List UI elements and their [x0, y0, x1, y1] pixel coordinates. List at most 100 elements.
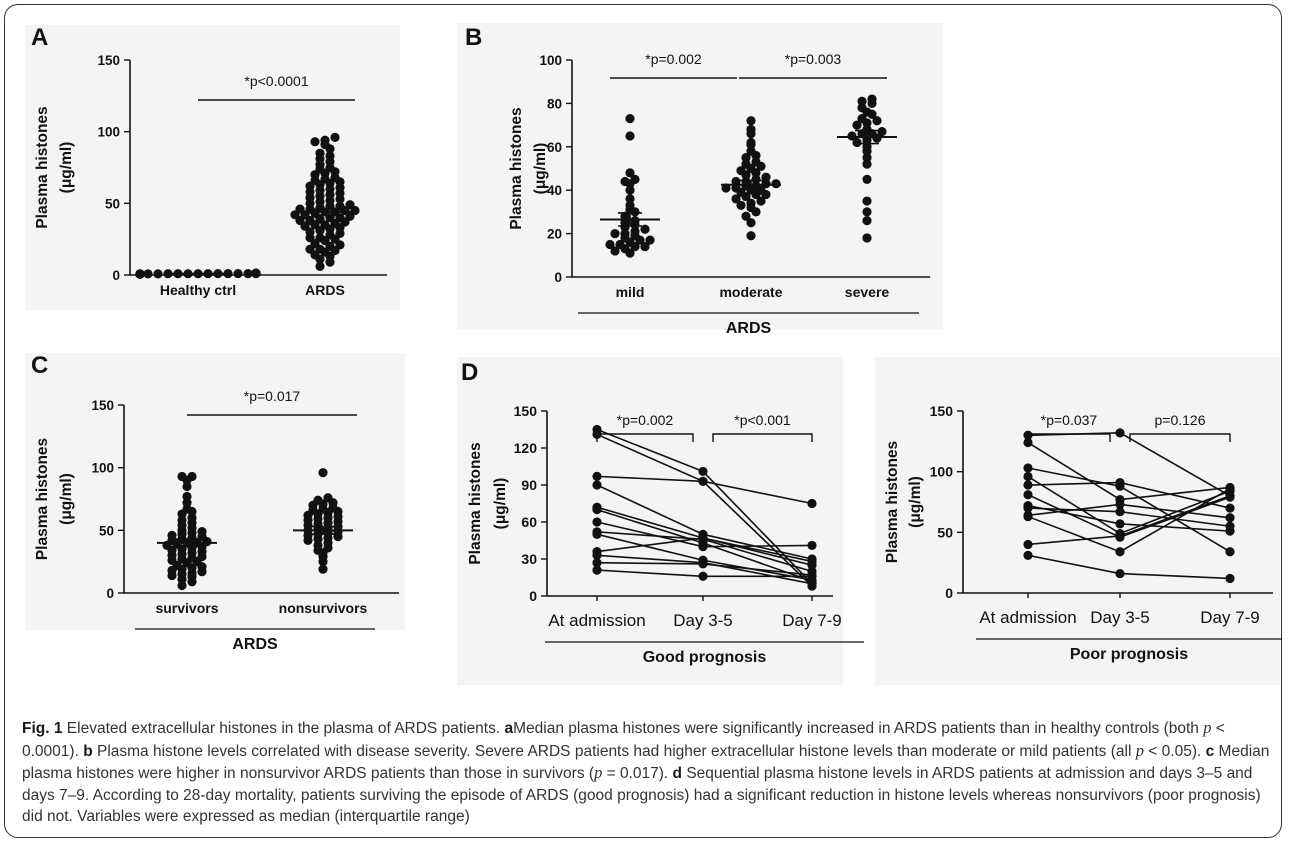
panel-4-point: [698, 559, 708, 569]
panel-1-y-tick-label: 100: [97, 125, 120, 140]
panel-5-x-tick-label: Day 3-5: [1090, 608, 1150, 627]
panel-2-point: [862, 215, 872, 226]
panel-4-significance-label: *p=0.002: [617, 412, 674, 428]
panel-2-point: [751, 157, 761, 167]
panel-2-point: [731, 194, 741, 204]
panel-1-point: [251, 268, 261, 278]
panel-5-point: [1023, 471, 1033, 482]
panel-2-point: [877, 127, 887, 137]
panel-2-point: [862, 233, 872, 243]
panel-3-x-tick-label: nonsurvivors: [279, 600, 368, 616]
panel-5-point: [1225, 484, 1235, 494]
panel-2-background: [457, 23, 943, 330]
panel-2-point: [625, 194, 635, 204]
panel-4-point: [592, 565, 602, 575]
panel-2-point: [862, 174, 872, 184]
panel-1-point: [330, 132, 340, 142]
panel-1-significance-label: *p<0.0001: [244, 73, 308, 89]
panel-4-y-tick-label: 60: [521, 514, 537, 530]
figure-caption: Fig. 1 Elevated extracellular histones i…: [22, 717, 1272, 828]
panel-2-y-label: Plasma histones: [508, 107, 525, 229]
panel-2-point: [746, 198, 756, 208]
panel-3-point: [197, 526, 207, 537]
caption-title: Elevated extracellular histones in the p…: [66, 720, 501, 737]
panel-5-x-label: Poor prognosis: [1070, 646, 1188, 663]
caption-a-p: p: [1203, 718, 1212, 737]
panel-2-point: [746, 124, 756, 135]
panel-5-significance-bracket: [1027, 433, 1111, 442]
panel-2-point: [862, 124, 872, 135]
panel-2-point: [610, 229, 620, 239]
panel-1-point: [345, 200, 355, 210]
panel-4-y-label-unit: (μg/ml): [492, 478, 509, 530]
panel-2-point: [872, 116, 882, 126]
figure-plots: A 0 50 100 150 Plasma histones (μg/ml) Healthy …: [25, 23, 1282, 685]
panel-3-point: [318, 564, 328, 574]
panel-5-y-label: Plasma histones: [884, 441, 901, 563]
panel-2-point: [630, 226, 640, 237]
panel-2-x-label: ARDS: [726, 320, 772, 337]
caption-b-label: b: [83, 742, 93, 760]
panel-3-y-tick-label: 50: [99, 523, 114, 538]
panel-3-point: [318, 468, 328, 478]
panel-1-point: [320, 135, 330, 145]
panel-5-point: [1225, 503, 1235, 513]
panel-2-significance-label: *p=0.002: [645, 51, 702, 67]
panel-2-point: [741, 153, 751, 163]
panel-1-point: [325, 151, 335, 161]
panel-1-letter: A: [31, 24, 48, 51]
panel-1-y-tick-label: 0: [112, 268, 120, 283]
panel-4-letter: D: [461, 359, 478, 386]
panel-3-point: [323, 493, 333, 503]
panel-2-point: [645, 235, 655, 245]
panel-5-y-label-unit: (μg/ml): [907, 476, 924, 528]
caption-a-p-text: < 0.0001).: [22, 720, 1225, 760]
panel-2-point: [751, 181, 761, 191]
panel-2-point: [862, 142, 872, 152]
panel-1-x-tick-label: ARDS: [305, 282, 345, 298]
panel-5-point: [1023, 539, 1033, 550]
panel-2-point: [746, 218, 756, 228]
panel-3-x-label: ARDS: [232, 636, 278, 653]
caption-a-label: a: [504, 720, 514, 737]
panel-5-background: [875, 357, 1280, 685]
caption-b-p-text: < 0.05).: [1143, 742, 1202, 760]
panel-4-significance-bracket: [712, 433, 813, 442]
panel-5-point: [1115, 499, 1125, 510]
panel-2-y-tick-label: 40: [547, 183, 562, 198]
panel-5-point: [1023, 437, 1033, 448]
figure-frame: A 0 50 100 150 Plasma histones (μg/ml) Healthy …: [4, 4, 1282, 838]
panel-2-significance-label: *p=0.003: [785, 51, 842, 67]
panel-2-y-tick-label: 100: [539, 53, 562, 68]
panel-4-x-tick-label: At admission: [548, 611, 645, 630]
panel-3-y-tick-label: 0: [106, 586, 114, 601]
panel-1-point: [243, 268, 253, 279]
panel-5-y-tick-label: 0: [945, 585, 953, 601]
panel-5-point: [1023, 511, 1033, 522]
panel-2-x-tick-label: mild: [616, 284, 645, 300]
caption-c-label: c: [1205, 742, 1215, 760]
panel-5-point: [1115, 507, 1125, 517]
panel-1-background: [25, 25, 400, 310]
panel-2-point: [625, 168, 635, 178]
panel-1-point: [315, 233, 325, 243]
panel-2-point: [625, 131, 635, 141]
panel-1-point: [135, 269, 145, 279]
panel-4-y-label: Plasma histones: [467, 442, 484, 564]
panel-1-point: [315, 148, 325, 158]
panel-4-point: [807, 571, 817, 581]
panel-5-significance-label: *p=0.037: [1041, 412, 1098, 428]
panel-4-y-tick-label: 90: [521, 477, 537, 493]
panel-5-point: [1023, 463, 1033, 473]
panel-3-point: [313, 495, 323, 505]
panel-2-point: [625, 200, 635, 210]
panel-4-point: [592, 505, 602, 515]
panel-1-point: [233, 268, 243, 279]
panel-2-x-tick-label: moderate: [719, 284, 782, 300]
panel-1-point: [143, 269, 153, 279]
panel-2-point: [610, 246, 620, 256]
panel-4-significance-label: *p<0.001: [734, 412, 791, 428]
panel-5-y-tick-label: 150: [930, 403, 954, 419]
panel-4-point: [592, 480, 602, 490]
panel-3-point: [187, 471, 197, 482]
